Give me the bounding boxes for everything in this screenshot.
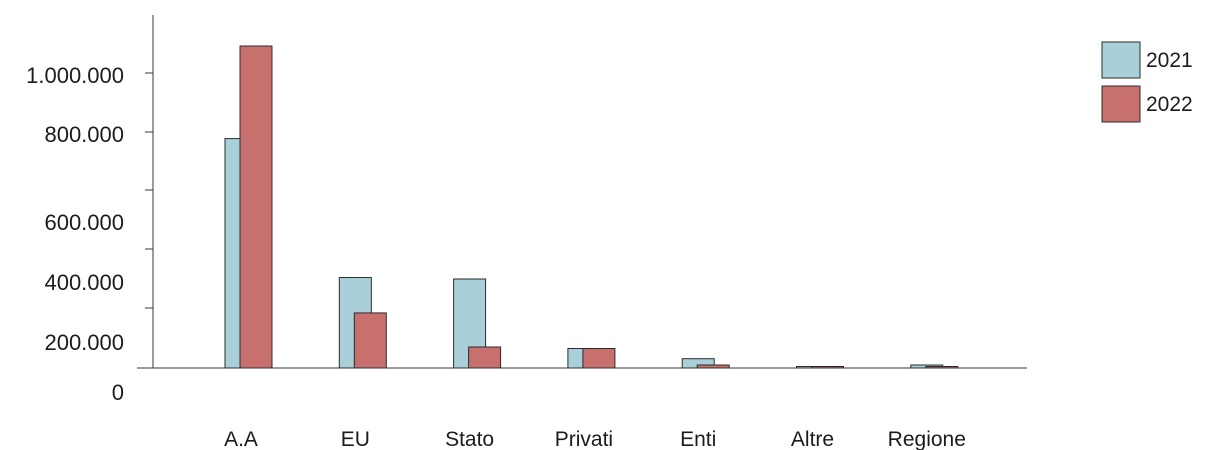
- y-tick-label: 200.000: [44, 330, 124, 355]
- x-tick-label: Altre: [791, 428, 834, 450]
- x-tick-label: EU: [341, 428, 370, 450]
- y-tick-label: 1.000.000: [26, 63, 124, 88]
- y-axis: 0 200.000 400.000 600.000 800.000 1.000.000: [26, 15, 154, 405]
- x-tick-label: Stato: [445, 428, 494, 450]
- bar-2022-privati: [582, 348, 616, 369]
- x-tick-label: A.A: [224, 428, 258, 450]
- y-tick-label: 800.000: [44, 122, 124, 147]
- x-axis: A.A EU Stato Privati Enti Altre Regione: [137, 367, 1027, 450]
- bar-2022-eu: [353, 312, 387, 369]
- legend-swatch-2021: [1101, 41, 1141, 79]
- bar-2022-a-a: [239, 45, 273, 369]
- x-tick-label: Enti: [680, 428, 716, 450]
- legend: 2021 2022: [1101, 41, 1193, 123]
- legend-swatch-2022: [1101, 85, 1141, 123]
- y-tick-label: 0: [112, 380, 124, 405]
- bars: [224, 45, 959, 369]
- legend-label-2022: 2022: [1146, 93, 1193, 116]
- y-tick-label: 400.000: [44, 270, 124, 295]
- bar-2022-enti: [696, 364, 730, 369]
- y-tick-label: 600.000: [44, 210, 124, 235]
- x-tick-label: Privati: [555, 428, 613, 450]
- bar-2022-altre: [811, 366, 844, 369]
- bar-2022-regione: [925, 366, 959, 369]
- legend-label-2021: 2021: [1146, 49, 1193, 72]
- x-tick-label: Regione: [888, 428, 966, 450]
- bar-2022-stato: [468, 346, 502, 369]
